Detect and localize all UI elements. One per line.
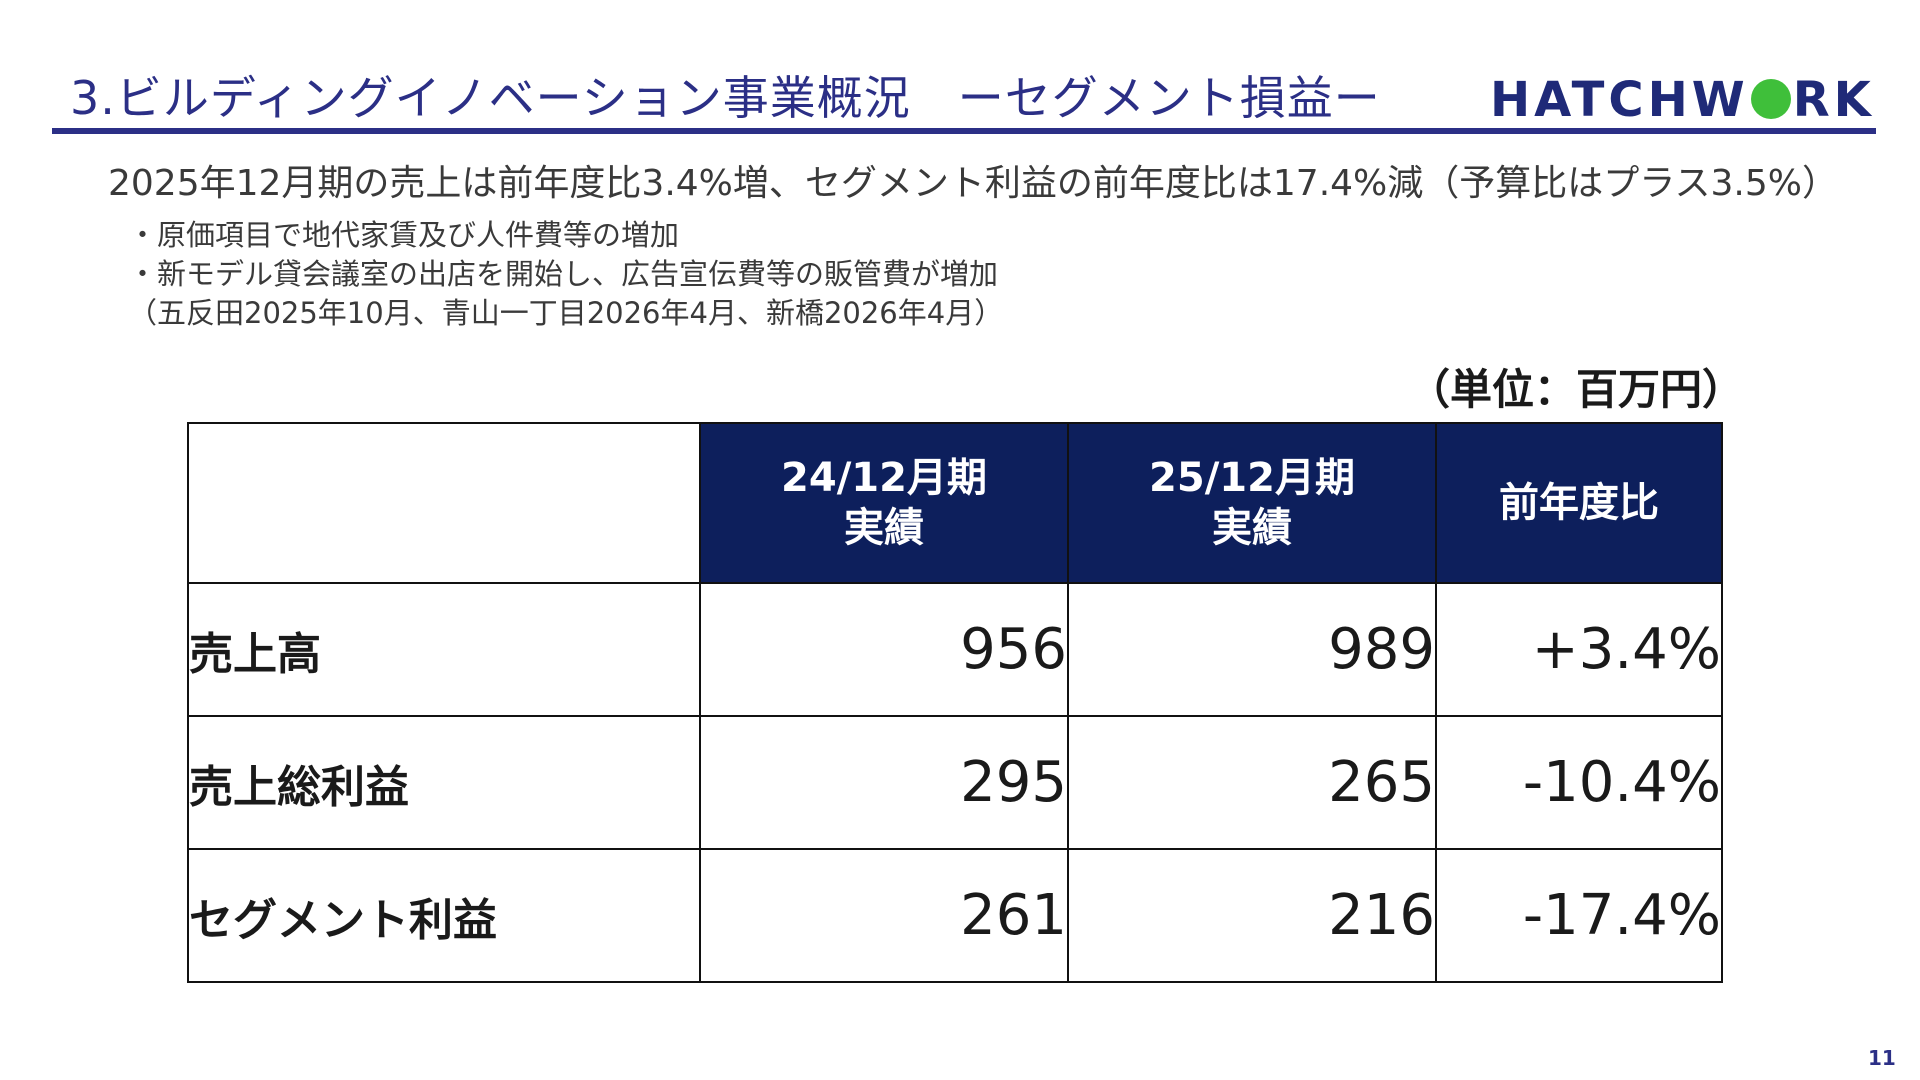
row-label: 売上総利益	[187, 715, 701, 850]
header-cell-blank	[187, 422, 701, 584]
table-header-row: 24/12月期 実績 25/12月期 実績 前年度比	[187, 422, 1723, 584]
header-cell-yoy: 前年度比	[1435, 422, 1723, 584]
header-curr-line1: 25/12月期	[1149, 455, 1355, 501]
cell-curr: 216	[1067, 848, 1437, 983]
cell-yoy: -17.4%	[1435, 848, 1723, 983]
unit-label: （単位：百万円）	[1408, 365, 1745, 414]
cell-curr: 989	[1067, 582, 1437, 717]
row-label: セグメント利益	[187, 848, 701, 983]
cell-prev: 956	[699, 582, 1069, 717]
page-title: 3.ビルディングイノベーション事業概況 ーセグメント損益ー	[70, 71, 1381, 125]
header-prev-line1: 24/12月期	[781, 455, 987, 501]
summary-text: 2025年12月期の売上は前年度比3.4%増、セグメント利益の前年度比は17.4…	[108, 163, 1838, 204]
logo-text-right: RK	[1792, 72, 1875, 128]
table-row: 売上高 956 989 +3.4%	[187, 582, 1723, 717]
segment-pl-table: 24/12月期 実績 25/12月期 実績 前年度比 売上高 956 989 +…	[187, 422, 1723, 983]
bullet-list: ・原価項目で地代家賃及び人件費等の増加 ・新モデル貸会議室の出店を開始し、広告宣…	[128, 216, 1003, 333]
cell-curr: 265	[1067, 715, 1437, 850]
header-yoy-line1: 前年度比	[1499, 480, 1659, 526]
cell-prev: 261	[699, 848, 1069, 983]
logo-dot-icon	[1750, 79, 1791, 119]
page-number: 11	[1868, 1046, 1896, 1070]
header-cell-prev: 24/12月期 実績	[699, 422, 1069, 584]
table-row: セグメント利益 261 216 -17.4%	[187, 848, 1723, 983]
header-prev-line2: 実績	[844, 505, 924, 551]
cell-prev: 295	[699, 715, 1069, 850]
table-row: 売上総利益 295 265 -10.4%	[187, 715, 1723, 850]
header-curr-line2: 実績	[1212, 505, 1292, 551]
company-logo: HATCHW RK	[1490, 72, 1875, 128]
logo-text-left: HATCHW	[1490, 72, 1749, 128]
bullet-item: ・原価項目で地代家賃及び人件費等の増加	[128, 218, 680, 252]
header-cell-curr: 25/12月期 実績	[1067, 422, 1437, 584]
bullet-item: （五反田2025年10月、青山一丁目2026年4月、新橋2026年4月）	[128, 296, 1004, 330]
cell-yoy: -10.4%	[1435, 715, 1723, 850]
bullet-item: ・新モデル貸会議室の出店を開始し、広告宣伝費等の販管費が増加	[128, 257, 999, 291]
cell-yoy: +3.4%	[1435, 582, 1723, 717]
row-label: 売上高	[187, 582, 701, 717]
title-divider	[52, 128, 1876, 134]
